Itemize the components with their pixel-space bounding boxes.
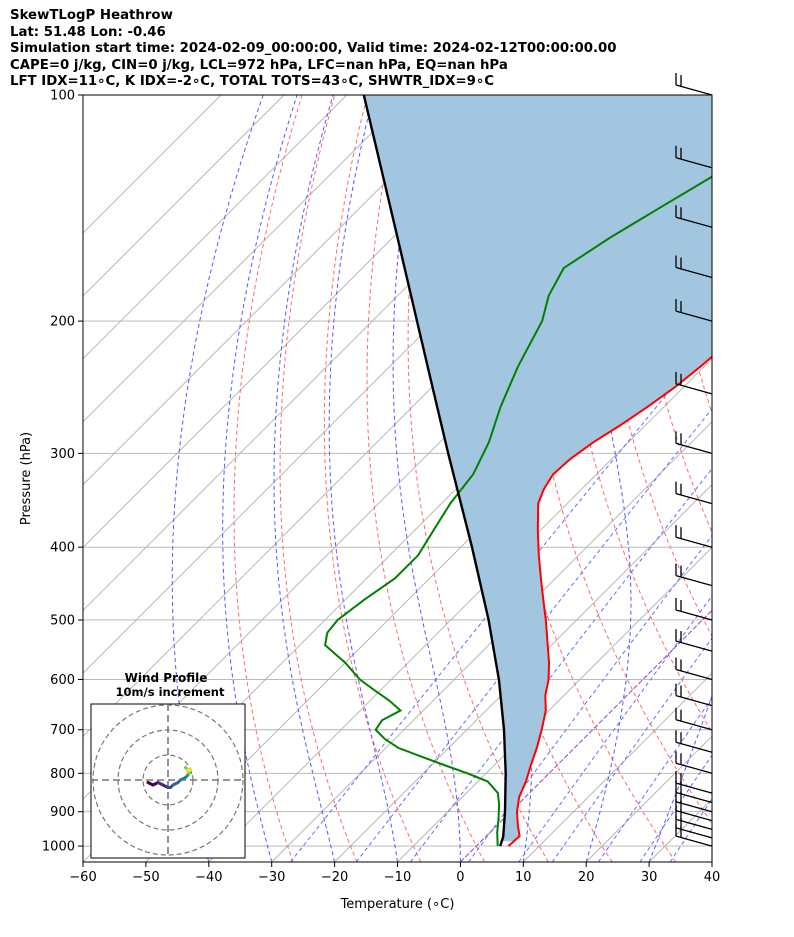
y-tick-label: 300 bbox=[50, 447, 75, 462]
isotherm-line bbox=[208, 358, 712, 862]
x-tick-label: −10 bbox=[384, 870, 411, 885]
moist-adiabat-line bbox=[648, 694, 712, 862]
wind-barb bbox=[675, 771, 713, 794]
wind-barb bbox=[675, 707, 713, 731]
y-tick-label: 800 bbox=[50, 767, 75, 782]
time-line: Simulation start time: 2024-02-09_00:00:… bbox=[10, 41, 617, 57]
hodograph-title: Wind Profile bbox=[125, 671, 208, 685]
y-axis-label: Pressure (hPa) bbox=[19, 432, 34, 525]
wind-barb bbox=[675, 657, 713, 681]
mixing-ratio-line bbox=[597, 697, 712, 862]
mixing-ratio-line bbox=[669, 797, 712, 862]
x-tick-label: 30 bbox=[641, 870, 658, 885]
wind-barb bbox=[675, 371, 713, 395]
dry-adiabat-line bbox=[485, 95, 677, 862]
isotherm-line bbox=[83, 95, 411, 423]
cin-shade-area bbox=[363, 95, 712, 842]
temperature-line bbox=[507, 355, 712, 847]
wind-barb bbox=[675, 730, 713, 753]
wind-barb bbox=[675, 751, 713, 774]
moist-adiabat-line bbox=[328, 95, 398, 862]
dry-adiabat-line bbox=[726, 95, 794, 862]
x-axis-label: Temperature (∘C) bbox=[340, 897, 455, 912]
wind-barb bbox=[675, 255, 713, 279]
cape-line: CAPE=0 j/kg, CIN=0 j/kg, LCL=972 hPa, LF… bbox=[10, 57, 508, 73]
y-tick-label: 1000 bbox=[42, 840, 75, 855]
wind-barb bbox=[675, 73, 713, 96]
isotherm-line bbox=[334, 483, 712, 862]
y-tick-label: 400 bbox=[50, 541, 75, 556]
wind-barb bbox=[675, 629, 713, 652]
hodograph-inset bbox=[90, 703, 246, 859]
wind-barb bbox=[675, 299, 713, 322]
mixing-ratio-line bbox=[409, 467, 712, 862]
moist-adiabat-line bbox=[273, 95, 336, 862]
x-tick-label: −30 bbox=[258, 870, 285, 885]
dry-adiabat-line bbox=[627, 95, 712, 534]
isotherm-line bbox=[271, 421, 712, 862]
dewpoint-line bbox=[324, 175, 712, 847]
x-tick-label: 0 bbox=[456, 870, 464, 885]
isotherm-line bbox=[83, 95, 473, 486]
chart-title: SkewTLogP Heathrow bbox=[10, 8, 173, 23]
x-tick-label: 10 bbox=[515, 870, 532, 885]
moist-adiabat-line bbox=[222, 95, 298, 862]
x-tick-label: −40 bbox=[195, 870, 222, 885]
wind-barb bbox=[675, 525, 713, 548]
parcel-profile-line bbox=[362, 95, 507, 847]
x-tick-label: 20 bbox=[578, 870, 595, 885]
y-tick-label: 900 bbox=[50, 805, 75, 820]
x-tick-label: −20 bbox=[321, 870, 348, 885]
moist-adiabat-line bbox=[171, 95, 264, 862]
isotherm-line bbox=[711, 861, 712, 862]
isotherm-line bbox=[775, 95, 794, 862]
dry-adiabat-line bbox=[233, 95, 303, 862]
moist-adiabat-line bbox=[711, 860, 712, 862]
dry-adiabat-line bbox=[323, 95, 422, 862]
x-tick-label: −50 bbox=[132, 870, 159, 885]
wind-barb bbox=[675, 431, 713, 454]
index-line: LFT IDX=11∘C, K IDX=-2∘C, TOTAL TOTS=43∘… bbox=[10, 74, 495, 90]
y-tick-label: 500 bbox=[50, 613, 75, 628]
chart-header: SkewTLogP Heathrow Lat: 51.48 Lon: -0.46… bbox=[10, 8, 617, 91]
dry-adiabat-line bbox=[279, 95, 358, 862]
y-tick-label: 200 bbox=[50, 315, 75, 330]
wind-barb bbox=[675, 145, 713, 169]
location-line: Lat: 51.48 Lon: -0.46 bbox=[10, 24, 166, 40]
y-tick-label: 700 bbox=[50, 723, 75, 738]
isotherm-line bbox=[83, 95, 285, 297]
dry-adiabat-line bbox=[758, 95, 794, 862]
wind-barb bbox=[675, 683, 713, 707]
wind-barb bbox=[675, 563, 713, 587]
hodograph-subtitle: 10m/s increment bbox=[116, 685, 225, 699]
isotherm-line bbox=[83, 95, 222, 234]
dry-adiabat-line bbox=[366, 95, 485, 862]
isotherm-line bbox=[522, 672, 712, 862]
isotherm-line bbox=[83, 95, 348, 360]
y-tick-label: 100 bbox=[50, 89, 75, 104]
mixing-ratio-line bbox=[518, 595, 712, 862]
wind-barb bbox=[675, 205, 713, 228]
x-tick-label: −60 bbox=[69, 870, 96, 885]
wind-barb bbox=[675, 481, 713, 505]
wind-barb bbox=[675, 597, 713, 621]
mixing-ratio-line bbox=[551, 637, 712, 862]
plot-area bbox=[83, 95, 794, 862]
moist-adiabat-line bbox=[392, 95, 461, 862]
x-tick-label: 40 bbox=[704, 870, 721, 885]
y-tick-label: 600 bbox=[50, 673, 75, 688]
